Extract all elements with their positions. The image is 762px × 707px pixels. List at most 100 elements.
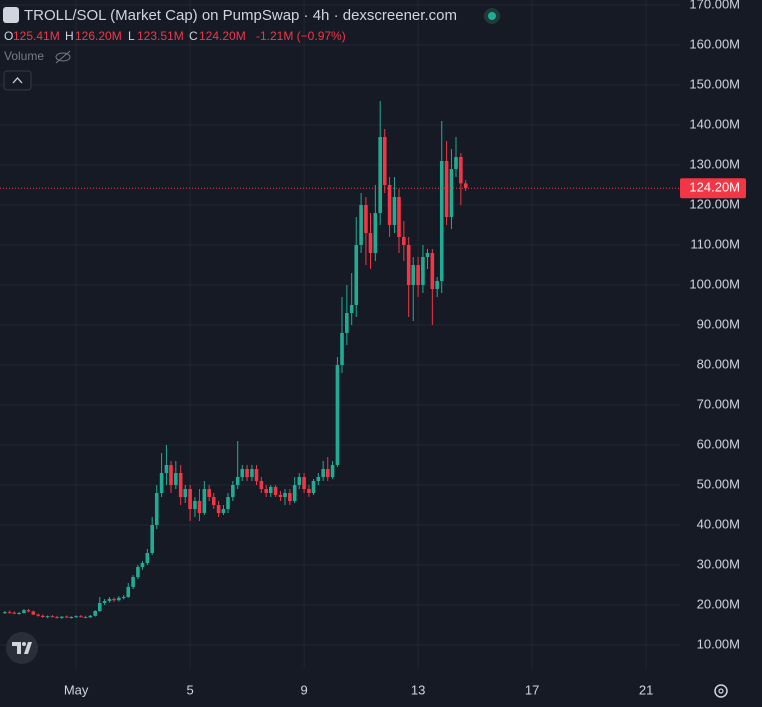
candle-body — [117, 597, 121, 601]
candle-body — [126, 587, 131, 597]
hide-icon[interactable] — [55, 50, 71, 64]
candle-body — [107, 599, 112, 601]
candle-body — [354, 245, 359, 305]
legend-change: -1.21M (−0.97%) — [256, 29, 346, 43]
volume-label: Volume — [4, 49, 44, 63]
candle-body — [340, 333, 344, 365]
candle-body — [359, 205, 363, 245]
candle-body — [197, 501, 202, 513]
candle-body — [250, 469, 254, 477]
candle-body — [364, 205, 368, 233]
candle-body — [430, 253, 435, 289]
candle-body — [378, 137, 382, 213]
collapse-button[interactable] — [3, 70, 32, 91]
candle-body — [425, 253, 430, 257]
candle-body — [202, 489, 207, 513]
candle-body — [459, 157, 463, 184]
candle-body — [297, 477, 302, 485]
candle-body — [121, 597, 126, 598]
y-tick-label: 50.00M — [697, 476, 740, 491]
candle-body — [278, 495, 283, 497]
candle-body — [316, 477, 321, 481]
candle-body — [193, 501, 197, 509]
candle-body — [36, 614, 40, 616]
candle-body — [373, 213, 378, 253]
legend-c-label: C — [189, 29, 198, 43]
eye-slash — [55, 50, 71, 64]
candle-body — [259, 481, 264, 489]
candle-body — [392, 197, 397, 225]
y-tick-label: 90.00M — [697, 316, 740, 331]
x-tick-label: 5 — [186, 682, 193, 697]
candle-body — [174, 473, 178, 485]
candle-body — [50, 616, 55, 618]
legend-o: 125.41M — [13, 29, 60, 43]
candle-body — [387, 185, 392, 225]
y-tick-label: 30.00M — [697, 556, 740, 571]
candle-body — [226, 497, 230, 509]
legend-h-label: H — [65, 29, 74, 43]
gear-center — [718, 688, 724, 694]
candle-body — [7, 612, 12, 614]
y-tick-label: 20.00M — [697, 596, 740, 611]
legend-c: 124.20M — [199, 29, 246, 43]
settings-icon[interactable] — [714, 684, 728, 698]
candle-body — [435, 281, 439, 289]
collapse-arrow — [12, 77, 23, 84]
candle-body — [207, 489, 211, 497]
y-tick-label: 160.00M — [689, 36, 740, 51]
logo-mark — [12, 642, 32, 654]
candle-body — [93, 611, 97, 616]
candle-body — [74, 616, 78, 618]
candle-body — [307, 489, 311, 493]
candle-body — [26, 610, 31, 612]
candle-body — [321, 469, 325, 477]
candle-body — [79, 616, 83, 618]
y-tick-label: 130.00M — [689, 156, 740, 171]
candle-body — [17, 613, 21, 614]
candle-body — [159, 473, 164, 493]
y-tick-label: 140.00M — [689, 116, 740, 131]
logo-bg — [6, 632, 38, 664]
y-tick-label: 60.00M — [697, 436, 740, 451]
header: TROLL/SOL (Market Cap) on PumpSwap · 4h … — [3, 7, 500, 91]
y-tick-label: 40.00M — [697, 516, 740, 531]
candle-body — [311, 481, 316, 493]
candle-body — [288, 493, 292, 501]
candle-body — [183, 489, 188, 497]
y-tick-label: 150.00M — [689, 76, 740, 91]
y-tick-label: 120.00M — [689, 196, 740, 211]
last-price-badge — [680, 178, 746, 199]
candle-body — [55, 617, 59, 618]
legend-o-label: O — [4, 29, 13, 43]
candle-body — [145, 553, 150, 563]
chart-title: TROLL/SOL (Market Cap) on PumpSwap · 4h … — [24, 7, 457, 24]
candle-body — [64, 616, 69, 618]
candle-body — [60, 616, 64, 618]
candle-body — [273, 487, 278, 495]
candle-body — [345, 313, 349, 333]
candle-body — [368, 233, 373, 253]
y-tick-label: 110.00M — [690, 236, 740, 251]
token-icon — [3, 7, 19, 23]
candle-body — [69, 617, 74, 618]
tv-logo[interactable] — [6, 632, 38, 664]
x-tick-label: May — [64, 682, 89, 697]
status-dot — [488, 12, 496, 20]
candle-body — [102, 601, 107, 603]
candle-body — [283, 493, 287, 497]
candle-body — [245, 469, 249, 477]
candle-body — [349, 305, 354, 313]
candle-body — [88, 615, 93, 618]
candle-body — [22, 610, 26, 613]
x-tick-label: 13 — [411, 682, 425, 697]
candle-body — [240, 469, 245, 477]
last-price-label: 124.20M — [689, 180, 740, 195]
grid — [0, 0, 680, 668]
candle-body — [268, 487, 273, 493]
candle-body — [335, 365, 340, 465]
candle-body — [382, 137, 387, 185]
candle-body — [188, 489, 192, 509]
candle-body — [292, 485, 297, 501]
